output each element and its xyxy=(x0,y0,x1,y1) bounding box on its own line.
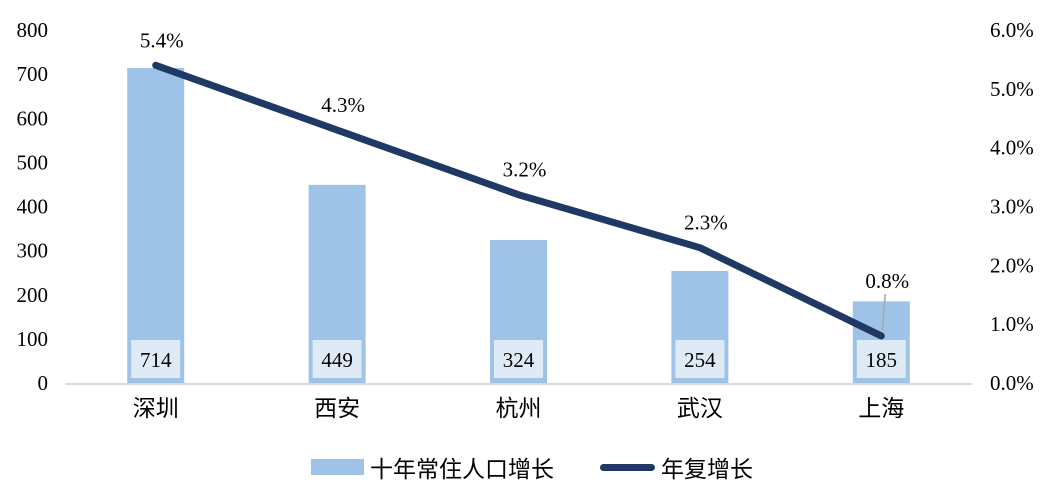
legend-label-line-series: 年复增长 xyxy=(661,450,753,484)
category-label: 西安 xyxy=(314,396,360,421)
left-axis-tick-label: 300 xyxy=(17,239,49,263)
bar xyxy=(127,68,184,383)
bar-value-label: 714 xyxy=(140,348,172,372)
left-axis-tick-label: 500 xyxy=(17,150,49,174)
bar-value-label: 324 xyxy=(503,348,535,372)
line-point-label: 3.2% xyxy=(503,158,547,182)
category-label: 深圳 xyxy=(133,396,179,421)
left-axis-tick-label: 700 xyxy=(17,62,49,86)
left-axis-tick-label: 800 xyxy=(17,18,49,42)
left-axis-tick-label: 600 xyxy=(17,106,49,130)
right-axis-tick-label: 6.0% xyxy=(990,18,1034,42)
category-label: 上海 xyxy=(858,396,904,421)
right-axis-tick-label: 2.0% xyxy=(990,253,1034,277)
line-point-label: 2.3% xyxy=(684,211,728,235)
right-axis-tick-label: 3.0% xyxy=(990,195,1034,219)
bar-value-label: 185 xyxy=(866,348,898,372)
left-axis-tick-label: 400 xyxy=(17,195,49,219)
combo-chart-svg: 714 449 324 254 185 5.4% 4.3% 3.2% 2.3% 0.8% 800 70… xyxy=(0,0,1064,488)
legend-item-line-series: 年复增长 xyxy=(600,450,753,484)
category-label: 杭州 xyxy=(496,396,542,421)
line-point-label: 4.3% xyxy=(321,93,365,117)
right-axis-tick-label: 0.0% xyxy=(990,371,1034,395)
line-series-swatch-icon xyxy=(600,464,655,471)
population-growth-combo-chart: 714 449 324 254 185 5.4% 4.3% 3.2% 2.3% 0.8% 800 70… xyxy=(0,0,1064,488)
category-label: 武汉 xyxy=(677,396,723,421)
right-axis-tick-label: 5.0% xyxy=(990,77,1034,101)
legend-label-bar-series: 十年常住人口增长 xyxy=(370,450,554,484)
left-axis-tick-label: 100 xyxy=(17,327,49,351)
line-point-label: 5.4% xyxy=(140,28,184,52)
right-axis-tick-label: 1.0% xyxy=(990,312,1034,336)
chart-legend: 十年常住人口增长 年复增长 xyxy=(0,450,1064,484)
bar-value-label: 449 xyxy=(321,348,353,372)
right-axis-tick-label: 4.0% xyxy=(990,136,1034,160)
bar-series-swatch-icon xyxy=(311,459,364,475)
line-point-label: 0.8% xyxy=(865,269,909,293)
legend-item-bar-series: 十年常住人口增长 xyxy=(311,450,554,484)
left-axis-tick-label: 0 xyxy=(38,371,49,395)
bar-value-label: 254 xyxy=(684,348,716,372)
left-axis-tick-label: 200 xyxy=(17,283,49,307)
